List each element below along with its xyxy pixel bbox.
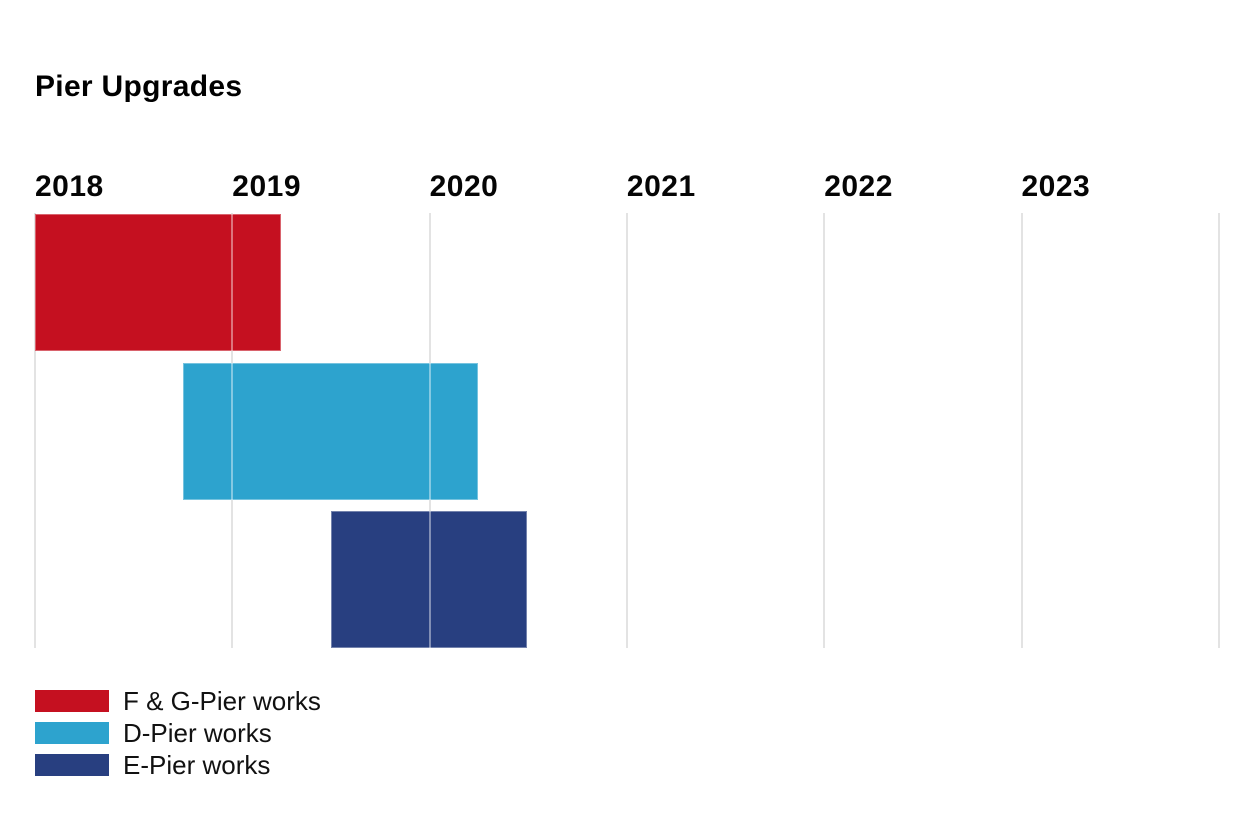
legend: F & G-Pier works D-Pier works E-Pier works — [35, 686, 321, 786]
gridline-2024 — [1217, 213, 1220, 648]
x-axis-tick-label-2021: 2021 — [626, 170, 696, 203]
gridline-overlay — [231, 214, 234, 351]
x-axis-tick-label-2023: 2023 — [1021, 170, 1091, 203]
legend-item-e-pier-works: E-Pier works — [35, 750, 321, 780]
x-axis-tick-label-2019: 2019 — [232, 170, 302, 203]
legend-swatch — [35, 722, 109, 744]
legend-swatch — [35, 754, 109, 776]
gridline-2022 — [823, 213, 826, 648]
gridline-2023 — [1020, 213, 1023, 648]
gridline-2018 — [34, 213, 36, 648]
gantt-bar-f-g-pier-works — [35, 214, 281, 351]
gridline-overlay — [428, 511, 431, 648]
x-axis-tick-label-2022: 2022 — [824, 170, 893, 203]
x-axis-tick-label-2018: 2018 — [35, 170, 104, 203]
legend-item-f-g-pier-works: F & G-Pier works — [35, 686, 321, 716]
gridline-overlay — [428, 362, 431, 500]
legend-label: D-Pier works — [123, 718, 272, 748]
gridline-overlay — [231, 362, 234, 500]
gridline-2021 — [625, 213, 628, 648]
gantt-bar-e-pier-works — [331, 511, 528, 648]
x-axis-tick-label-2020: 2020 — [429, 170, 499, 203]
legend-item-d-pier-works: D-Pier works — [35, 718, 321, 748]
legend-label: E-Pier works — [123, 750, 271, 780]
legend-swatch — [35, 690, 109, 712]
legend-label: F & G-Pier works — [123, 686, 321, 716]
gantt-bar-d-pier-works — [183, 362, 478, 500]
chart-title: Pier Upgrades — [35, 70, 243, 103]
